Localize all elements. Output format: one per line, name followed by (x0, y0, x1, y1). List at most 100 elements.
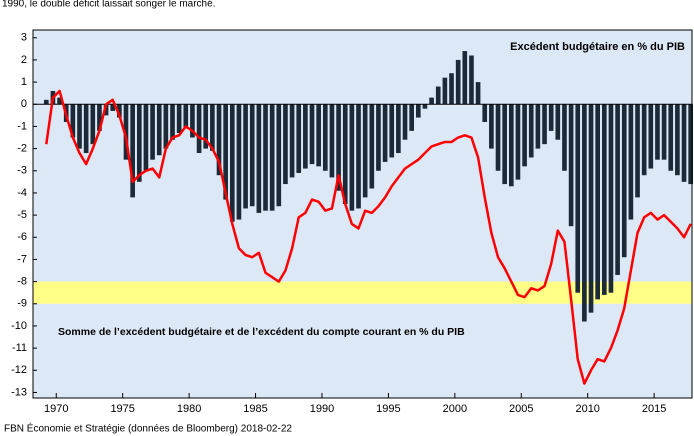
x-tick-label: 1985 (243, 403, 267, 415)
bar (628, 104, 634, 220)
y-tick-label: -3 (17, 165, 27, 177)
y-tick-label: -7 (17, 253, 27, 265)
x-tick-label: 1980 (177, 403, 201, 415)
bar (668, 104, 674, 171)
bar (415, 104, 421, 118)
bar (322, 104, 328, 171)
bar (356, 104, 361, 209)
x-tick-label: 2015 (642, 403, 666, 415)
bar (342, 104, 348, 205)
bar (522, 104, 527, 167)
bar (296, 104, 302, 173)
bar (495, 104, 501, 171)
bar (163, 104, 169, 149)
y-tick-label: -2 (17, 143, 27, 155)
bar (489, 104, 494, 149)
bar (203, 104, 209, 149)
bar (176, 104, 182, 134)
bar (675, 104, 680, 176)
line (45, 89, 692, 385)
y-tick-label: -4 (17, 187, 27, 199)
bar (90, 104, 96, 145)
bar (249, 104, 255, 207)
bar (422, 104, 428, 109)
x-tick-label: 1995 (376, 403, 400, 415)
bar (117, 104, 122, 118)
x-tick-label: 2005 (509, 403, 533, 415)
bar (595, 104, 600, 300)
y-tick-label: 2 (21, 54, 27, 66)
bar (548, 104, 554, 131)
y-tick-label: -5 (17, 209, 27, 221)
bar (263, 104, 268, 211)
bar (110, 104, 116, 111)
y-tick-label: 0 (21, 98, 27, 110)
bar (336, 104, 341, 191)
bar (508, 104, 514, 187)
bar (303, 104, 308, 169)
y-tick-label: -8 (17, 276, 27, 288)
bar (482, 104, 488, 122)
bar (376, 104, 381, 171)
x-tick-label: 1970 (44, 403, 68, 415)
y-tick-label: 1 (21, 76, 27, 88)
bar (349, 104, 355, 211)
bar (648, 104, 654, 169)
highlight-band (33, 281, 692, 304)
bar (170, 104, 175, 140)
bar (309, 104, 315, 165)
bar (588, 104, 594, 313)
bar (502, 104, 507, 185)
bar (97, 104, 102, 131)
bar (216, 104, 222, 176)
bar (608, 104, 614, 293)
plot-frame (32, 29, 693, 399)
bar (223, 104, 228, 200)
bar (409, 104, 414, 131)
bar (130, 104, 135, 198)
bar (442, 77, 448, 105)
bar (316, 104, 321, 167)
bar (196, 104, 202, 154)
bar (641, 104, 647, 176)
bar (449, 73, 454, 105)
bar (150, 104, 155, 160)
bar (269, 104, 275, 211)
bar (289, 104, 295, 178)
bar (210, 104, 215, 151)
bar (382, 104, 388, 162)
bar (462, 51, 468, 105)
bar (542, 104, 547, 145)
y-tick-label: -6 (17, 231, 27, 243)
bar (389, 104, 395, 158)
x-tick-label: 2000 (443, 403, 467, 415)
bar (123, 104, 129, 160)
bar (83, 104, 89, 154)
bar (57, 97, 62, 105)
bar (562, 104, 567, 171)
bar (681, 104, 687, 182)
bar (688, 104, 693, 185)
bar (143, 104, 149, 171)
annotation: Somme de l’excédent budgétaire et de l’e… (58, 326, 465, 338)
bar (615, 104, 620, 275)
bar (661, 104, 667, 160)
bar (190, 104, 195, 138)
y-tick-label: -11 (12, 342, 27, 354)
x-tick-label: 1975 (110, 403, 134, 415)
x-tick-label: 2010 (575, 403, 599, 415)
bar (229, 104, 235, 222)
y-tick-label: -1 (17, 120, 27, 132)
bar (528, 104, 534, 158)
y-tick-label: -10 (11, 320, 27, 332)
bar (103, 104, 109, 116)
chart-title: 1990, le double déficit laissait songer … (2, 0, 215, 10)
bar (156, 104, 162, 156)
bar (362, 104, 368, 198)
bar (43, 99, 49, 105)
annotation: Excédent budgétaire en % du PIB (510, 41, 685, 53)
bar (575, 104, 581, 293)
bar (396, 104, 401, 154)
bar (535, 104, 541, 149)
